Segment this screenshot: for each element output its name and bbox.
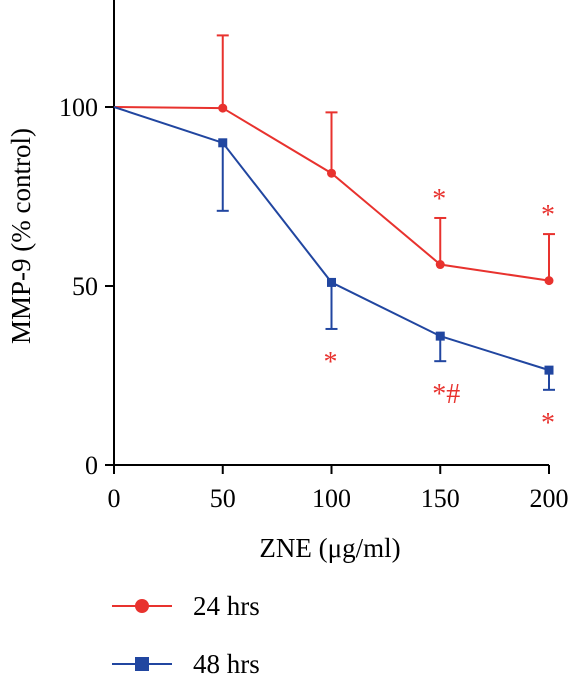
- legend-marker: [135, 599, 149, 613]
- series-48-hrs: [113, 106, 555, 391]
- data-point: [435, 331, 445, 341]
- legend-marker: [135, 657, 149, 671]
- significance-marker: *: [541, 200, 555, 231]
- data-point: [327, 277, 336, 287]
- data-point: [327, 168, 336, 178]
- x-axis-label: ZNE (μg/ml): [259, 533, 400, 563]
- legend-item: 24 hrs: [112, 591, 260, 621]
- legend-item: 48 hrs: [112, 649, 260, 679]
- y-tick-label: 50: [72, 272, 98, 301]
- legend-label: 48 hrs: [193, 649, 260, 679]
- x-tick-label: 100: [312, 484, 351, 513]
- data-point: [544, 276, 554, 286]
- x-tick-label: 200: [530, 484, 569, 513]
- significance-marker: *: [541, 408, 555, 439]
- data-point: [218, 103, 228, 113]
- legend-label: 24 hrs: [193, 591, 260, 621]
- x-tick-label: 150: [421, 484, 460, 513]
- data-point: [435, 260, 445, 270]
- x-tick-label: 50: [210, 484, 236, 513]
- y-axis-label: MMP-9 (% control): [6, 128, 36, 344]
- series-layer: [113, 34, 555, 391]
- x-tick-label: 0: [108, 484, 121, 513]
- data-point: [544, 365, 554, 375]
- annotations-layer: * * * *# *: [324, 184, 556, 439]
- axes: 0 50 100 0 50 100 150 200: [59, 0, 569, 513]
- y-tick-label: 100: [59, 93, 98, 122]
- significance-marker: *: [324, 347, 338, 378]
- series-24-hrs: [113, 34, 555, 286]
- legend: 24 hrs 48 hrs: [112, 591, 260, 679]
- y-tick-label: 0: [85, 451, 98, 480]
- significance-marker: *#: [432, 379, 460, 410]
- data-point: [218, 138, 228, 148]
- significance-marker: *: [432, 184, 446, 215]
